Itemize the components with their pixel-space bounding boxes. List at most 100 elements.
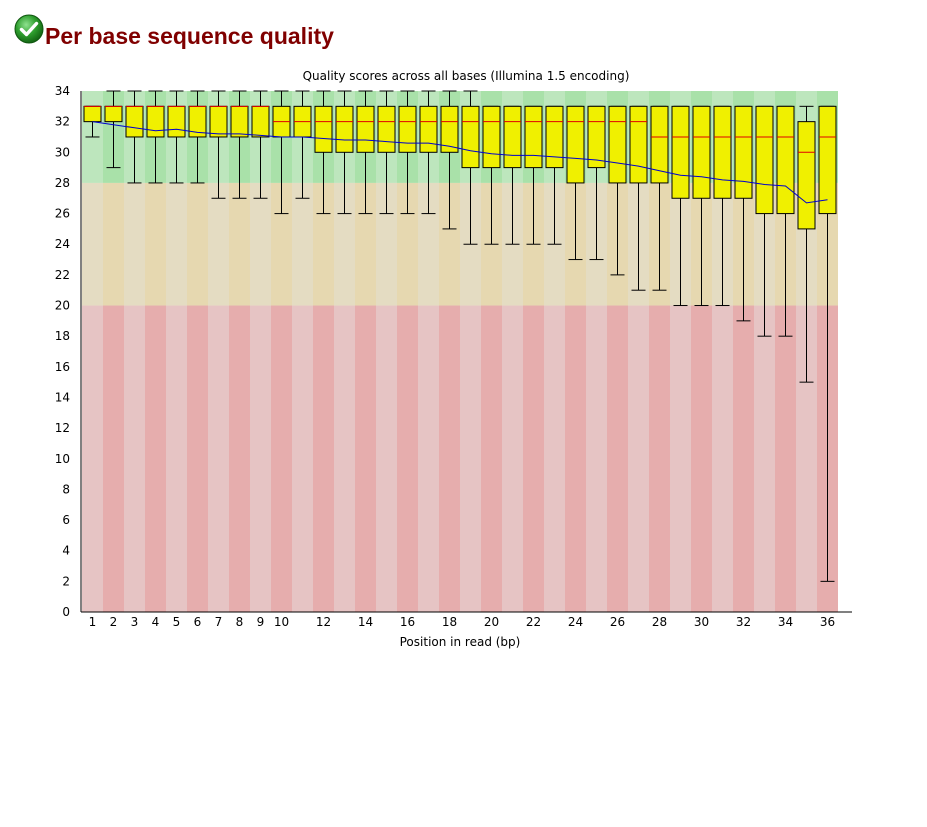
box-12 bbox=[314, 90, 333, 215]
iqr-box bbox=[356, 105, 375, 153]
iqr-box bbox=[650, 105, 669, 184]
zone-stripe bbox=[187, 182, 208, 306]
zone-stripe bbox=[292, 305, 313, 612]
chart-title: Quality scores across all bases (Illumin… bbox=[303, 69, 630, 83]
box-23 bbox=[545, 105, 564, 245]
box-16 bbox=[398, 90, 417, 215]
x-tick-label: 5 bbox=[173, 615, 181, 629]
iqr-box bbox=[146, 105, 165, 138]
zone-stripe bbox=[250, 305, 271, 612]
iqr-box bbox=[776, 105, 795, 215]
iqr-box bbox=[104, 105, 123, 123]
iqr-box bbox=[440, 105, 459, 153]
x-tick-label: 22 bbox=[526, 615, 541, 629]
box-9 bbox=[251, 90, 270, 199]
x-tick-label: 7 bbox=[215, 615, 223, 629]
iqr-box bbox=[818, 105, 837, 215]
zone-stripe bbox=[481, 305, 502, 612]
zone-stripe bbox=[460, 305, 481, 612]
iqr-box bbox=[755, 105, 774, 215]
zone-stripe bbox=[355, 305, 376, 612]
zone-stripe bbox=[313, 305, 334, 612]
zone-stripe bbox=[754, 305, 775, 612]
box-30 bbox=[692, 105, 711, 307]
zone-stripe bbox=[523, 305, 544, 612]
iqr-box bbox=[419, 105, 438, 153]
y-tick-label: 28 bbox=[55, 176, 70, 190]
iqr-box bbox=[83, 105, 102, 123]
iqr-box bbox=[335, 105, 354, 153]
y-tick-label: 14 bbox=[55, 390, 70, 404]
zone-stripe bbox=[649, 305, 670, 612]
iqr-box bbox=[629, 105, 648, 184]
y-tick-label: 6 bbox=[62, 513, 70, 527]
zone-stripe bbox=[502, 305, 523, 612]
zone-stripe bbox=[124, 305, 145, 612]
zone-stripe bbox=[208, 305, 229, 612]
zone-stripe bbox=[187, 305, 208, 612]
zone-stripe bbox=[124, 182, 145, 306]
box-18 bbox=[440, 90, 459, 230]
box-36 bbox=[818, 105, 837, 582]
x-tick-label: 36 bbox=[820, 615, 835, 629]
iqr-box bbox=[545, 105, 564, 169]
y-tick-label: 12 bbox=[55, 421, 70, 435]
iqr-box bbox=[482, 105, 501, 169]
zone-stripe bbox=[145, 305, 166, 612]
box-7 bbox=[209, 90, 228, 199]
zone-stripe bbox=[166, 182, 187, 306]
zone-stripe bbox=[628, 305, 649, 612]
x-tick-label: 28 bbox=[652, 615, 667, 629]
zone-stripe bbox=[271, 305, 292, 612]
x-tick-label: 30 bbox=[694, 615, 709, 629]
zone-stripe bbox=[334, 305, 355, 612]
x-tick-label: 32 bbox=[736, 615, 751, 629]
iqr-box bbox=[524, 105, 543, 169]
y-tick-label: 32 bbox=[55, 115, 70, 129]
iqr-box bbox=[251, 105, 270, 138]
zone-stripe bbox=[292, 182, 313, 306]
x-tick-label: 2 bbox=[110, 615, 118, 629]
x-tick-label: 6 bbox=[194, 615, 202, 629]
box-11 bbox=[293, 90, 312, 199]
y-tick-label: 10 bbox=[55, 452, 70, 466]
box-31 bbox=[713, 105, 732, 307]
box-13 bbox=[335, 90, 354, 215]
zone-stripe bbox=[439, 305, 460, 612]
check-circle-icon bbox=[14, 14, 44, 44]
x-tick-label: 4 bbox=[152, 615, 160, 629]
x-axis-label: Position in read (bp) bbox=[400, 635, 521, 649]
y-tick-label: 22 bbox=[55, 268, 70, 282]
x-tick-label: 20 bbox=[484, 615, 499, 629]
x-tick-label: 34 bbox=[778, 615, 793, 629]
iqr-box bbox=[713, 105, 732, 199]
zone-stripe bbox=[733, 305, 754, 612]
zone-stripe bbox=[691, 305, 712, 612]
x-tick-label: 3 bbox=[131, 615, 139, 629]
x-tick-label: 8 bbox=[236, 615, 244, 629]
iqr-box bbox=[671, 105, 690, 199]
iqr-box bbox=[566, 105, 585, 184]
box-25 bbox=[587, 105, 606, 261]
iqr-box bbox=[125, 105, 144, 138]
box-6 bbox=[188, 90, 207, 184]
y-tick-label: 0 bbox=[62, 605, 70, 619]
x-tick-label: 24 bbox=[568, 615, 583, 629]
x-tick-label: 10 bbox=[274, 615, 289, 629]
iqr-box bbox=[230, 105, 249, 138]
zone-stripe bbox=[397, 305, 418, 612]
box-8 bbox=[230, 90, 249, 199]
y-tick-label: 8 bbox=[62, 482, 70, 496]
y-tick-label: 30 bbox=[55, 145, 70, 159]
zone-stripe bbox=[250, 182, 271, 306]
x-tick-label: 1 bbox=[89, 615, 97, 629]
iqr-box bbox=[461, 105, 480, 169]
box-32 bbox=[734, 105, 753, 322]
iqr-box bbox=[734, 105, 753, 199]
iqr-box bbox=[692, 105, 711, 199]
iqr-box bbox=[398, 105, 417, 153]
box-28 bbox=[650, 105, 669, 291]
x-tick-label: 12 bbox=[316, 615, 331, 629]
